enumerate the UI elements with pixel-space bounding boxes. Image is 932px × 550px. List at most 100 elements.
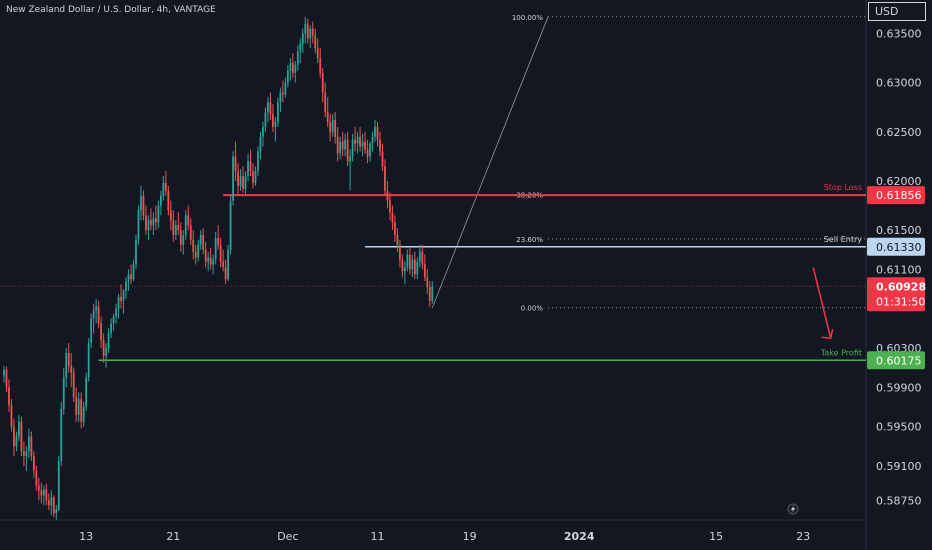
candle <box>411 254 414 278</box>
candle-body <box>152 218 155 226</box>
candle <box>167 185 170 216</box>
candle-body <box>413 259 416 275</box>
candle <box>259 131 262 160</box>
candle <box>396 228 399 252</box>
candle-body <box>247 161 249 177</box>
candle-body <box>396 234 399 245</box>
candle <box>52 495 55 518</box>
candle-body <box>127 274 130 282</box>
candle-body <box>92 310 95 319</box>
fib-level-label: 0.00% <box>521 305 544 313</box>
candle <box>314 28 317 54</box>
candle-body <box>40 490 43 496</box>
candle-body <box>32 456 35 471</box>
currency-button[interactable]: USD <box>868 2 926 21</box>
candle <box>239 169 242 191</box>
candle <box>339 136 342 160</box>
level-price-text: 0.61330 <box>876 241 922 254</box>
candle <box>416 257 419 280</box>
candle <box>212 254 215 275</box>
candle-body <box>219 244 222 262</box>
candle-body <box>319 58 322 73</box>
candle-body <box>184 215 187 235</box>
candle-body <box>117 296 120 309</box>
candle-body <box>25 451 28 457</box>
candle <box>100 316 103 349</box>
candle-body <box>304 23 307 34</box>
candle <box>154 205 157 231</box>
price-tick-label: 0.63500 <box>876 28 922 41</box>
candle <box>164 171 167 196</box>
candle-body <box>254 171 257 183</box>
candle-body <box>334 120 337 137</box>
time-tick-label: Dec <box>277 530 298 543</box>
candle <box>30 431 33 462</box>
candle-body <box>95 306 98 311</box>
candle <box>359 126 361 152</box>
candle <box>13 418 15 457</box>
candle <box>47 493 50 511</box>
candle <box>179 222 182 252</box>
candle <box>371 131 374 152</box>
candle-body <box>354 139 356 144</box>
candle-body <box>214 237 217 260</box>
candle <box>281 80 284 103</box>
candle <box>55 505 58 520</box>
candle <box>234 141 237 181</box>
candle <box>269 92 272 121</box>
candle <box>289 58 292 81</box>
candle <box>354 126 356 152</box>
candle <box>70 352 73 388</box>
candle-body <box>50 497 53 506</box>
candle <box>376 121 379 147</box>
candle-body <box>399 244 401 260</box>
candle <box>284 77 287 98</box>
candle-body <box>135 239 137 265</box>
fib-level-label: 23.60% <box>516 236 543 244</box>
level-price-tag <box>867 186 925 205</box>
price-tick-label: 0.58750 <box>876 494 922 507</box>
candle <box>77 392 80 422</box>
candle-body <box>369 143 371 157</box>
candle <box>381 143 384 172</box>
candle-body <box>252 171 254 183</box>
candle <box>169 200 172 231</box>
candle-body <box>237 171 239 186</box>
candle-body <box>204 249 207 262</box>
candle-body <box>122 291 125 301</box>
level-price-tag <box>867 351 925 370</box>
candle <box>341 131 344 157</box>
candle-body <box>286 70 289 83</box>
candle-body <box>379 139 381 152</box>
candle <box>334 112 337 144</box>
candle-body <box>329 121 332 132</box>
lightning-icon[interactable] <box>787 503 799 515</box>
candle-body <box>115 308 117 317</box>
candle <box>117 293 120 319</box>
candle <box>389 192 391 221</box>
candle-body <box>264 112 267 127</box>
candle <box>364 131 366 154</box>
candle-body <box>157 205 160 223</box>
candle <box>262 121 264 147</box>
candle-body <box>351 139 354 157</box>
level-name-label: Stop Loss <box>824 183 862 192</box>
candle <box>122 289 125 314</box>
level-price-tag <box>867 237 925 256</box>
candle-body <box>97 306 100 324</box>
level-name-label: Sell Entry <box>824 235 863 244</box>
candle <box>219 237 222 268</box>
candle-body <box>279 92 282 103</box>
candle-body <box>207 257 210 262</box>
candle <box>296 45 299 71</box>
countdown-text: 01:31:50 <box>876 295 925 308</box>
candle-body <box>70 365 73 373</box>
candle <box>267 97 269 122</box>
candle-body <box>55 509 58 514</box>
candle-body <box>10 405 13 427</box>
candle <box>50 490 53 516</box>
candle-body <box>309 28 312 39</box>
candle <box>87 338 90 382</box>
candle-body <box>314 35 317 49</box>
